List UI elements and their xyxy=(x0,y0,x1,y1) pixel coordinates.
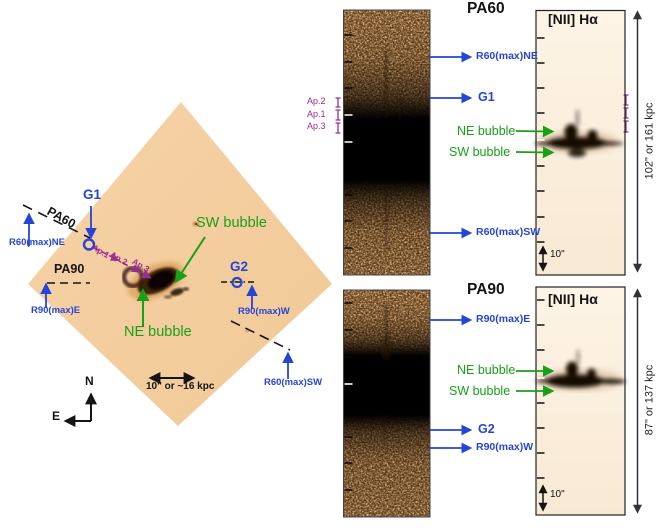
sky-sw-bubble-label: SW bubble xyxy=(196,215,267,231)
pa60-spectrum-ticks xyxy=(537,37,545,243)
pa60-ne-bubble-pointer xyxy=(515,125,555,138)
pa90-10arcsec-label: 10" xyxy=(550,489,565,500)
pa90-g2-label: G2 xyxy=(478,422,495,436)
sky-r90max-e-label: R90(max)E xyxy=(31,305,81,316)
pa90-spectrum-ticks xyxy=(537,299,545,479)
pa90-r90max-e-label: R90(max)E xyxy=(476,313,531,325)
pa60-spectrum-title: [NII] Hα xyxy=(548,11,598,27)
pa90-slit-ticks xyxy=(344,302,353,491)
pointer-arrows xyxy=(430,51,555,454)
sky-g2-label: G2 xyxy=(230,259,249,274)
sky-annotations xyxy=(22,204,294,427)
aperture-mid-arrow-2 xyxy=(130,264,141,273)
pa60-emission xyxy=(534,109,624,157)
g2-circle xyxy=(231,276,243,289)
compass-east-label: E xyxy=(52,409,61,423)
pa60-aperture-marks xyxy=(623,94,629,133)
pa60-ap3-label: Ap.3 xyxy=(307,121,326,131)
aperture-mid-arrow-1 xyxy=(109,253,120,261)
pa90-sw-bubble-label: SW bubble xyxy=(449,384,511,398)
slit-aperture-marks xyxy=(335,97,341,134)
pa60-slit-trace xyxy=(384,50,401,250)
sky-pa90-label: PA90 xyxy=(54,262,85,276)
pa90-extent-label: 87" or 137 kpc xyxy=(643,364,656,436)
pa90-r90max-w-label: R90(max)W xyxy=(476,441,534,453)
pa60-ne-bubble-label: NE bubble xyxy=(457,124,516,138)
sky-r90max-w-label: R90(max)W xyxy=(238,306,290,317)
sw-bubble-arrow xyxy=(174,236,206,284)
pa60-extent-label: 102" or 161 kpc xyxy=(643,102,656,180)
pa60-r60max-sw-label: R60(max)SW xyxy=(476,226,541,238)
pa90-ne-bubble-label: NE bubble xyxy=(457,363,516,377)
pa60-slit-image xyxy=(343,9,431,276)
pa60-r60max-ne-label: R60(max)NE xyxy=(476,50,538,62)
pa60-spectrum-panel xyxy=(534,9,629,276)
field-diamond xyxy=(28,102,332,426)
sky-r60max-sw-label: R60(max)SW xyxy=(264,377,323,388)
pa60-ap1-label: Ap.1 xyxy=(307,109,326,119)
sky-g1-label: G1 xyxy=(83,187,102,202)
sky-r60max-ne-label: R60(max)NE xyxy=(9,237,65,248)
pa90-spectrum-title: [NII] Hα xyxy=(548,291,598,307)
pa60-sw-bubble-pointer xyxy=(515,146,555,159)
pa60-sw-dashed-line xyxy=(230,320,291,351)
pa60-header: PA60 xyxy=(467,0,505,17)
pa60-slit-dashed-line xyxy=(22,204,91,239)
pa60-10arcsec-label: 10" xyxy=(550,249,565,260)
pa90-header: PA90 xyxy=(467,281,505,298)
compass-north-label: N xyxy=(85,374,94,388)
pa90-slit-trace xyxy=(380,305,392,443)
pa90-spectrum-panel xyxy=(535,286,626,516)
sky-scale-bar-label: 10" or ~16 kpc xyxy=(146,381,215,392)
pa90-slit-image xyxy=(343,289,431,518)
pa60-g1-label: G1 xyxy=(478,90,495,104)
pa60-ap2-label: Ap.2 xyxy=(307,96,326,106)
g1-circle xyxy=(82,238,96,251)
sky-ne-bubble-label: NE bubble xyxy=(124,324,192,340)
pa90-emission xyxy=(535,349,626,388)
pa60-sw-bubble-label: SW bubble xyxy=(449,145,511,159)
pa60-slit-ticks xyxy=(344,34,353,249)
